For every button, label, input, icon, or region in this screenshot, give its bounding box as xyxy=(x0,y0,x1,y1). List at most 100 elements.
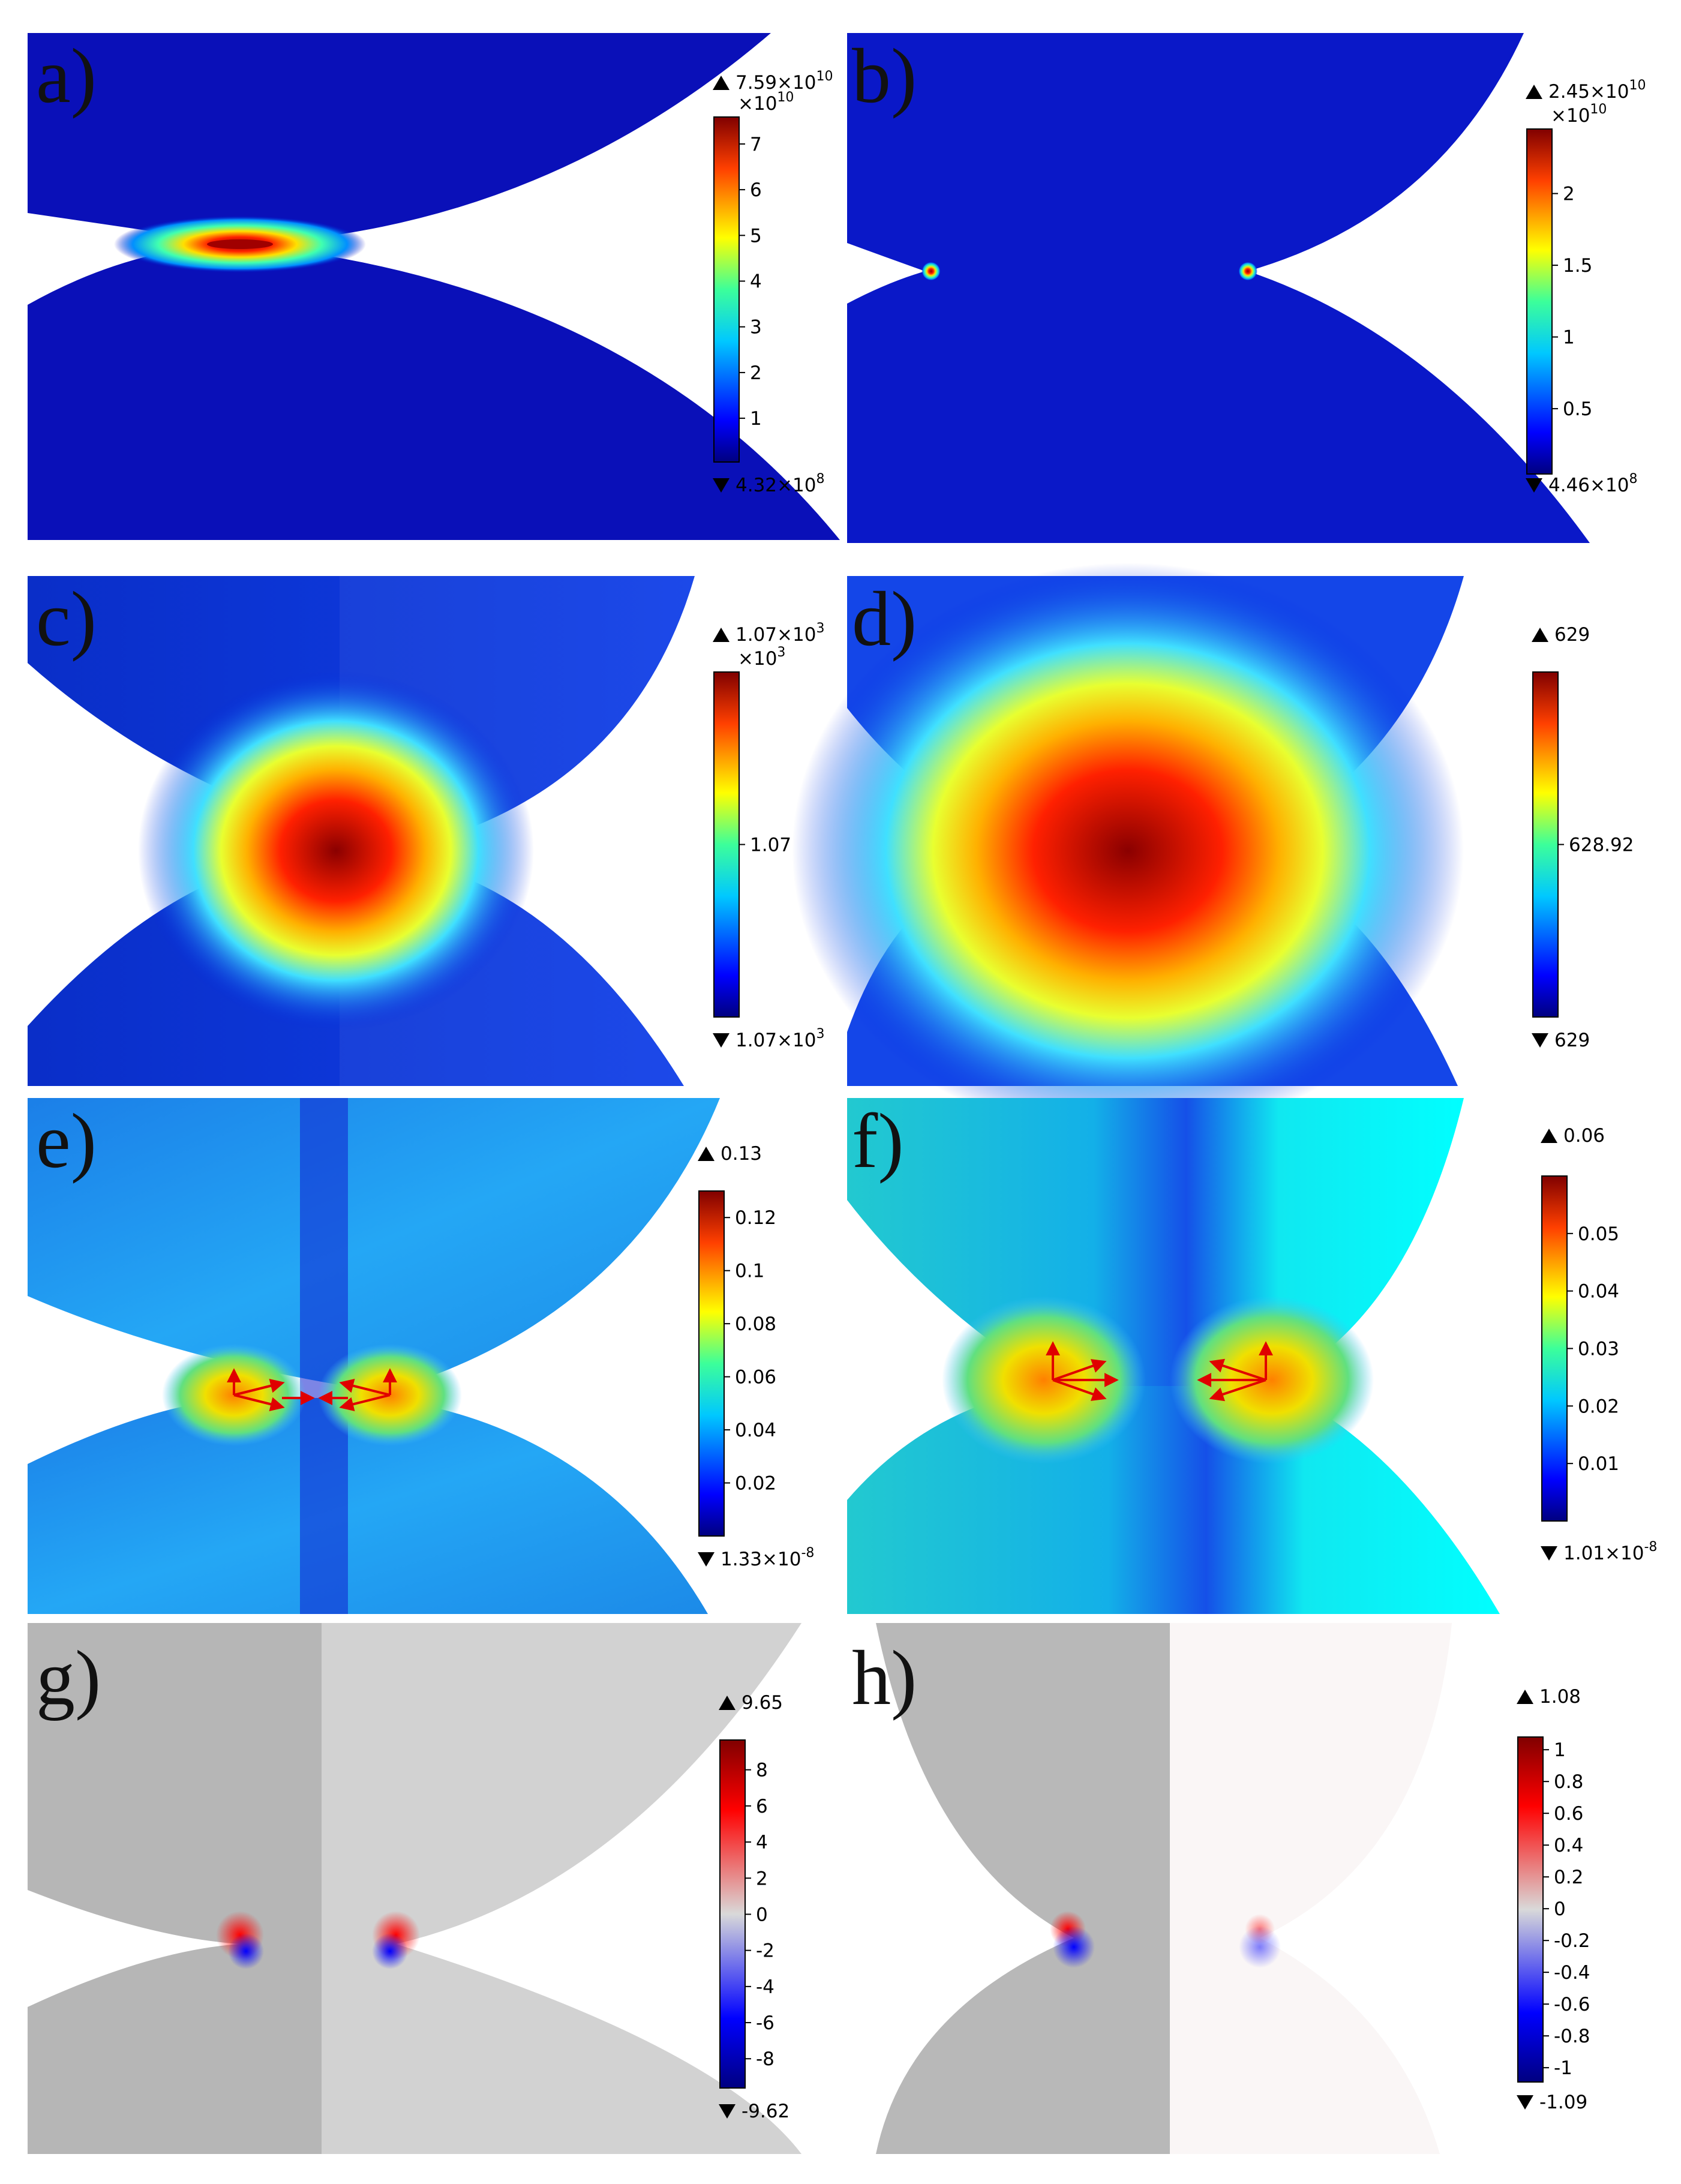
colorbar-tick-label-h: 0.6 xyxy=(1554,1803,1583,1825)
max-value-g: 9.65 xyxy=(742,1692,783,1714)
panel-h xyxy=(876,1623,1452,2154)
max-marker-f xyxy=(1541,1129,1557,1143)
panel-label-h: h) xyxy=(852,1635,917,1721)
min-marker-d xyxy=(1532,1033,1548,1048)
max-value-h: 1.08 xyxy=(1539,1686,1581,1708)
panel-b xyxy=(847,33,1590,543)
colorbar-tick-label-h: -0.4 xyxy=(1554,1962,1590,1984)
colorbar-tick-label-b: 2 xyxy=(1563,184,1575,205)
panel-label-b: b) xyxy=(852,33,917,119)
colorbar-b xyxy=(1526,128,1553,475)
colorbar-tick-label-h: 0.4 xyxy=(1554,1835,1583,1856)
colorbar-tick-label-h: -0.6 xyxy=(1554,1994,1590,2015)
min-value-g: -9.62 xyxy=(742,2101,790,2122)
min-marker-a xyxy=(713,478,730,493)
colorbar-h xyxy=(1517,1736,1544,2083)
panel-a xyxy=(28,33,840,540)
colorbar-tick-label-e: 0.04 xyxy=(735,1420,776,1441)
multiplier-c: ×103 xyxy=(738,645,785,670)
colorbar-tick-label-a: 5 xyxy=(750,225,762,247)
max-value-e: 0.13 xyxy=(721,1143,762,1165)
colorbar-tick-label-e: 0.1 xyxy=(735,1261,764,1282)
field-left-h xyxy=(876,1623,1170,2154)
field-top-a xyxy=(28,33,771,244)
multiplier-b: ×1010 xyxy=(1551,102,1607,127)
panel-label-f: f) xyxy=(852,1098,904,1184)
colorbar-tick-label-f: 0.02 xyxy=(1578,1396,1619,1417)
min-value-h: -1.09 xyxy=(1539,2092,1587,2113)
min-marker-f xyxy=(1541,1546,1557,1561)
colorbar-tick-label-e: 0.08 xyxy=(735,1313,776,1335)
colorbar-tick-label-e: 0.02 xyxy=(735,1473,776,1495)
colorbar-tick-label-h: -0.8 xyxy=(1554,2026,1590,2047)
colorbar-tick-label-g: 8 xyxy=(756,1760,768,1781)
arrows-e xyxy=(227,1368,397,1411)
stress-core-a xyxy=(207,239,273,249)
colorbar-tick-label-a: 6 xyxy=(750,179,762,201)
colorbar-f xyxy=(1541,1175,1568,1522)
max-marker-g xyxy=(719,1696,736,1710)
center-band-e xyxy=(300,1098,348,1614)
colorbar-tick-label-g: 4 xyxy=(756,1832,768,1853)
min-marker-e xyxy=(698,1552,715,1567)
field-bottom-f xyxy=(847,1386,1500,1614)
colorbar-tick-label-a: 1 xyxy=(750,408,762,430)
colorbar-tick-label-g: 0 xyxy=(756,1904,768,1925)
min-value-c: 1.07×103 xyxy=(736,1027,824,1051)
colorbar-tick-label-g: 6 xyxy=(756,1796,768,1817)
colorbar-tick-label-a: 4 xyxy=(750,271,762,293)
panel-label-c: c) xyxy=(36,576,97,662)
charge-blue-h-left xyxy=(1053,1926,1095,1968)
max-marker-e xyxy=(698,1147,715,1161)
current-hotspot-f-left xyxy=(942,1296,1146,1464)
field-top-f xyxy=(847,1098,1464,1389)
stress-hotspot-b-right xyxy=(1238,262,1257,281)
colorbar-e xyxy=(698,1190,725,1537)
colorbar-tick-label-g: -8 xyxy=(756,2048,775,2070)
panel-c xyxy=(28,576,700,1086)
min-value-f: 1.01×10-8 xyxy=(1563,1540,1657,1564)
colorbar-tick-label-b: 1 xyxy=(1563,327,1575,349)
min-marker-b xyxy=(1526,478,1542,493)
multiplier-a: ×1010 xyxy=(738,90,794,115)
panel-g xyxy=(28,1623,802,2154)
colorbar-tick-label-a: 2 xyxy=(750,362,762,384)
colorbar-tick-label-f: 0.03 xyxy=(1578,1339,1619,1360)
thermal-hotspot-d xyxy=(792,563,1464,1139)
max-value-a: 7.59×1010 xyxy=(736,69,833,94)
colorbar-tick-label-g: -4 xyxy=(756,1976,775,1998)
panel-label-g: g) xyxy=(36,1635,101,1721)
colorbar-tick-label-h: 0.2 xyxy=(1554,1867,1583,1888)
colorbar-tick-label-h: 1 xyxy=(1554,1739,1566,1761)
colorbar-c xyxy=(713,671,740,1018)
charge-blue-g-left xyxy=(228,1933,264,1969)
thermal-hotspot-c xyxy=(138,671,534,1031)
max-marker-a xyxy=(713,76,730,90)
colorbar-d xyxy=(1532,671,1559,1018)
field-bottom-a xyxy=(28,244,840,540)
colorbar-tick-label-f: 0.01 xyxy=(1578,1453,1619,1475)
min-marker-h xyxy=(1517,2095,1533,2110)
panel-f xyxy=(847,1098,1500,1614)
charge-blue-h-right xyxy=(1239,1926,1281,1968)
colorbar-tick-label-a: 3 xyxy=(750,317,762,338)
field-left-half-g xyxy=(28,1623,322,2154)
max-value-c: 1.07×103 xyxy=(736,621,824,646)
colorbar-tick-label-h: -1 xyxy=(1554,2057,1572,2079)
field-top-b xyxy=(847,33,1524,271)
colorbar-g xyxy=(719,1739,746,2089)
max-value-b: 2.45×1010 xyxy=(1548,78,1646,103)
colorbar-a xyxy=(713,116,740,463)
colorbar-tick-label-f: 0.05 xyxy=(1578,1223,1619,1245)
colorbar-tick-label-e: 0.06 xyxy=(735,1367,776,1388)
stress-hotspot-b-left xyxy=(921,262,941,281)
min-value-e: 1.33×10-8 xyxy=(721,1546,814,1570)
colorbar-tick-label-b: 0.5 xyxy=(1563,398,1592,420)
charge-blue-g-right xyxy=(372,1933,408,1969)
colorbar-tick-label-g: 2 xyxy=(756,1868,768,1889)
max-marker-d xyxy=(1532,628,1548,642)
max-value-d: 629 xyxy=(1554,624,1590,646)
max-marker-c xyxy=(713,628,730,642)
